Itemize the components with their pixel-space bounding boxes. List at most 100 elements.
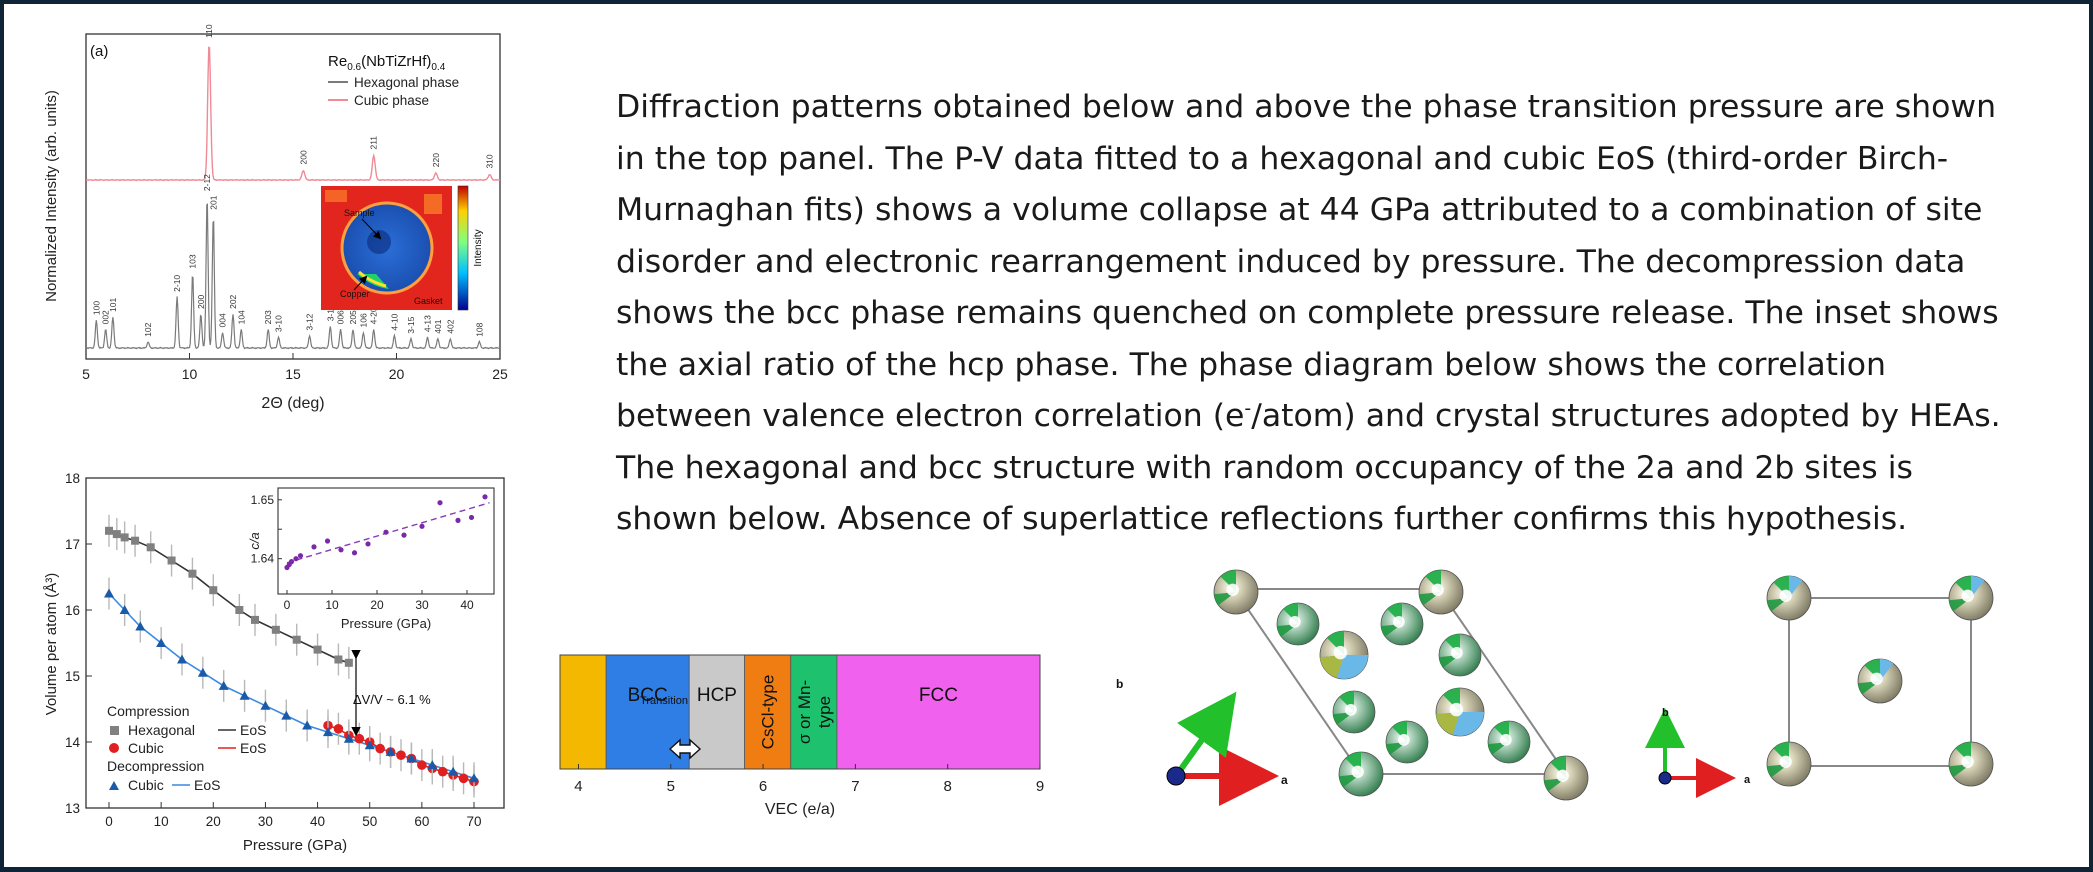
ca-point <box>351 550 358 556</box>
legend-circle-marker <box>109 743 119 753</box>
pv-point-hexagonal <box>292 635 301 644</box>
legend-decompression-heading: Decompression <box>107 758 204 774</box>
legend-decomp-cubic-label: Cubic <box>128 777 164 793</box>
pv-point-decompression <box>323 727 333 737</box>
hex-peak-label: 4-13 <box>423 315 433 332</box>
pv-point-hexagonal <box>235 606 244 614</box>
vec-x-label: VEC (e/a) <box>765 801 835 818</box>
legend-square-marker <box>110 726 119 735</box>
pv-y-tick-label: 16 <box>65 603 80 618</box>
ca-inset-chart: 0 10 20 30 40 1.64 1.65 Pressure (GPa) c/a <box>247 487 495 631</box>
cubic-unit-cell <box>1788 597 1972 767</box>
pv-point-hexagonal <box>146 543 155 552</box>
ca-y-tick-label: 1.64 <box>251 552 275 566</box>
hex-peak-label: 006 <box>336 310 346 324</box>
atom <box>1766 575 1812 621</box>
pv-y-tick-label: 18 <box>65 471 80 486</box>
pv-plot-frame <box>85 477 505 809</box>
ca-point <box>297 553 304 559</box>
pv-point-decompression <box>385 746 396 756</box>
ca-axis-ticks: 0 10 20 30 40 1.64 1.65 <box>251 493 474 612</box>
pv-legend: Compression Hexagonal EoS Cubic EoS Deco… <box>107 703 266 793</box>
ca-point <box>311 544 317 550</box>
atom <box>1332 690 1376 734</box>
transition-label: Transition <box>640 695 688 707</box>
atom <box>1380 602 1424 646</box>
vec-regions: BCC HCP CsCl-type σ or Mn-type FCC <box>559 654 1041 770</box>
pv-point-decompression <box>119 605 130 614</box>
pv-axis-ticks: 0 10 20 30 40 50 60 70 13 14 15 16 17 18 <box>65 471 482 829</box>
cubic-peak-label: 211 <box>369 136 379 150</box>
pv-point-hexagonal <box>105 526 113 535</box>
atom <box>1857 658 1903 704</box>
ca-x-tick-label: 30 <box>415 598 429 612</box>
vec-x-tick-label: 6 <box>759 778 767 795</box>
cubic-structure: a b <box>1645 575 1994 798</box>
hex-peak-label: 2-10 <box>172 275 182 292</box>
pv-point-decompression <box>104 588 114 598</box>
hex-peak-label: 4-20 <box>369 307 379 324</box>
hex-peak-label: 201 <box>208 195 218 209</box>
vec-region-label: σ or Mn-type <box>795 680 834 744</box>
hex-peak-label: 3-13 <box>325 304 335 321</box>
atom <box>1338 751 1384 797</box>
vec-x-tick-label: 9 <box>1036 778 1044 795</box>
vec-x-tick-label: 8 <box>944 778 952 795</box>
label-sample: Sample <box>344 208 375 218</box>
hex-peak-label: 3-15 <box>406 316 416 333</box>
pv-point-decompression <box>343 733 354 743</box>
pv-point-decompression <box>156 638 167 647</box>
pv-x-label: Pressure (GPa) <box>243 837 347 854</box>
cubic-a-axis-label: a <box>1744 774 1751 786</box>
ca-x-label: Pressure (GPa) <box>341 616 431 631</box>
xrd-chart: 5 10 15 20 25 (a) Re0.6(NbTiZrHf)0.4 Hexagon… <box>43 24 508 412</box>
hex-peak-label: 2-12 <box>202 174 212 191</box>
hex-peak-label: 205 <box>348 310 358 324</box>
pv-data-points <box>104 514 479 798</box>
vec-x-ticks: 4 5 6 7 8 9 <box>574 764 1044 795</box>
ca-point <box>324 538 331 544</box>
hex-peak-label: 401 <box>433 319 443 333</box>
pv-x-tick-label: 70 <box>466 814 481 829</box>
atom <box>1435 687 1485 737</box>
ca-inset-frame <box>277 487 495 595</box>
description-paragraph: Diffraction patterns obtained below and … <box>616 82 2016 546</box>
pv-point-cubic <box>333 724 344 734</box>
colorbar-label: Intensity <box>473 229 484 266</box>
atom <box>1213 569 1259 615</box>
pv-point-cubic <box>354 733 365 744</box>
pv-y-tick-label: 17 <box>65 537 80 552</box>
pv-point-decompression <box>197 667 208 677</box>
vec-x-tick-label: 4 <box>574 778 582 795</box>
hexagonal-structure: a b <box>1116 569 1589 806</box>
label-gasket: Gasket <box>414 296 443 306</box>
ca-y-tick-label: 1.65 <box>251 493 275 507</box>
pv-point-decompression <box>427 760 438 770</box>
pv-point-hexagonal <box>120 533 129 542</box>
hex-peak-label: 104 <box>236 310 246 324</box>
pv-point-hexagonal <box>344 658 353 667</box>
hexagonal-pattern-line <box>85 203 501 350</box>
paragraph-part1: Diffraction patterns obtained below and … <box>616 89 1999 434</box>
pv-point-hexagonal <box>131 536 140 545</box>
vec-region-0 <box>559 654 607 770</box>
pv-point-decompression <box>281 710 292 720</box>
cubic-peak-labels: 110 200 211 220 310 <box>204 24 494 168</box>
pv-point-decompression <box>135 621 146 631</box>
hex-b-axis-label: b <box>1116 677 1123 691</box>
ca-point <box>468 514 475 521</box>
vec-region-5 <box>836 654 1041 770</box>
legend-decomp-eos-label: EoS <box>194 777 220 793</box>
hex-origin <box>1166 766 1186 786</box>
pv-point-decompression <box>406 753 417 763</box>
legend-compression-heading: Compression <box>107 703 189 719</box>
xrd-x-tick-label: 15 <box>285 366 301 382</box>
hex-peak-label: 402 <box>445 319 455 333</box>
hex-peak-label: 203 <box>263 310 273 324</box>
atom <box>1319 630 1369 680</box>
xrd-title: Re0.6(NbTiZrHf)0.4 <box>328 53 446 73</box>
pv-point-hexagonal <box>188 569 197 578</box>
xrd-x-label: 2Θ (deg) <box>261 395 324 412</box>
paragraph-superscript: - <box>1244 397 1252 420</box>
hex-peak-label: 101 <box>108 298 118 312</box>
